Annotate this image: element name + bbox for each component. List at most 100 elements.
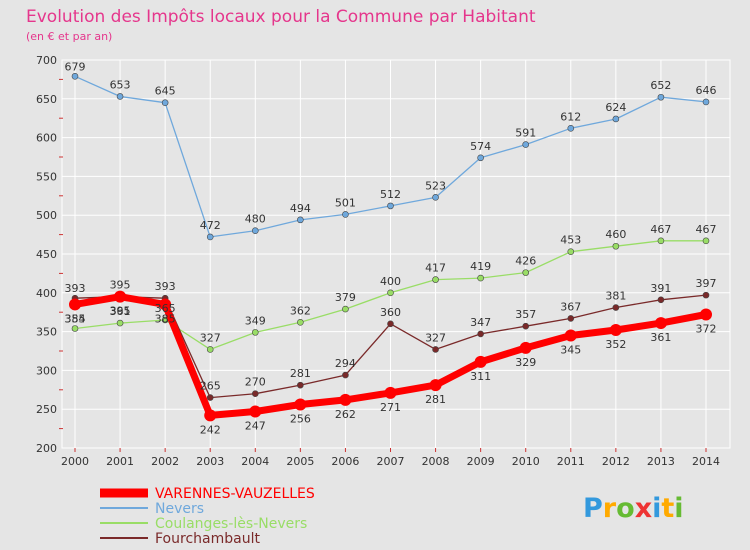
data-label: 652: [650, 79, 671, 92]
data-point: [159, 298, 172, 311]
data-point: [206, 346, 214, 353]
y-tick-label: 700: [36, 54, 57, 67]
data-label: 512: [380, 188, 401, 201]
data-point: [702, 98, 710, 106]
x-tick-label: 2005: [286, 455, 314, 468]
data-label: 646: [696, 84, 717, 97]
x-tick-label: 2011: [557, 455, 585, 468]
data-point: [700, 308, 712, 321]
data-point: [477, 154, 484, 162]
data-label: 271: [380, 401, 401, 414]
logo-letter: o: [616, 493, 635, 524]
data-label: 494: [290, 202, 311, 215]
chart-title: Evolution des Impôts locaux pour la Comm…: [26, 7, 536, 27]
y-tick-label: 600: [36, 132, 57, 145]
data-point: [477, 274, 484, 282]
data-point: [339, 393, 352, 406]
x-tick-label: 2006: [331, 455, 359, 468]
data-point: [477, 330, 484, 338]
data-point: [612, 242, 620, 250]
data-point: [564, 329, 577, 342]
data-label: 574: [470, 140, 491, 153]
data-label: 393: [155, 280, 176, 293]
grid: [62, 59, 730, 449]
data-point: [702, 291, 710, 299]
data-label: 624: [605, 101, 626, 114]
data-label: 460: [605, 228, 626, 241]
data-label: 395: [110, 305, 131, 318]
x-tick-label: 2014: [692, 455, 720, 468]
data-label: 472: [200, 219, 221, 232]
data-label: 393: [65, 282, 86, 295]
data-labels: 679 653 645 472 480 494 501 512 523 574 591 612 624 6…: [65, 60, 717, 436]
data-label: 381: [605, 290, 626, 303]
data-point: [342, 211, 349, 218]
x-tick-label: 2002: [151, 455, 179, 468]
data-label: 281: [425, 393, 446, 406]
y-tick-label: 450: [36, 248, 57, 261]
y-tick-label: 250: [36, 403, 57, 416]
data-label: 247: [245, 420, 266, 433]
data-label: 327: [200, 331, 221, 344]
data-label: 362: [290, 304, 311, 317]
legend-label: Fourchambault: [155, 531, 260, 547]
data-label: 262: [335, 408, 356, 421]
x-tick-label: 2010: [512, 455, 540, 468]
y-tick-label: 200: [36, 442, 57, 455]
data-label: 327: [425, 331, 446, 344]
data-label: 242: [200, 423, 221, 436]
data-point: [657, 93, 665, 101]
logo-letter: i: [652, 493, 661, 524]
data-label: 645: [155, 85, 176, 98]
data-label: 265: [200, 380, 221, 393]
data-label: 385: [65, 312, 86, 325]
data-point: [429, 379, 442, 392]
data-label: 294: [335, 357, 356, 370]
data-label: 349: [245, 314, 266, 327]
data-point: [204, 409, 217, 422]
data-label: 352: [605, 338, 626, 351]
data-point: [654, 317, 667, 330]
y-tick-label: 650: [36, 93, 57, 106]
data-label: 345: [560, 343, 581, 356]
data-point: [206, 394, 214, 401]
proxiti-logo: Proxiti: [583, 493, 684, 524]
logo-letter: r: [603, 493, 617, 524]
data-point: [387, 202, 394, 210]
data-point: [116, 93, 124, 100]
legend-label: Nevers: [155, 501, 204, 517]
logo-letter: x: [635, 493, 652, 524]
data-point: [251, 227, 259, 235]
data-label: 653: [110, 78, 131, 91]
data-label: 372: [696, 323, 717, 336]
logo-letter: t: [661, 493, 674, 524]
y-tick-label: 350: [36, 326, 57, 339]
data-point: [342, 371, 349, 379]
data-label: 365: [155, 302, 176, 315]
data-label: 467: [650, 223, 671, 236]
data-label: 311: [470, 370, 491, 383]
x-tick-label: 2012: [602, 455, 630, 468]
data-point: [522, 269, 530, 276]
logo-letter: i: [674, 493, 683, 524]
x-tick-label: 2004: [241, 455, 269, 468]
x-tick-label: 2000: [61, 455, 89, 468]
data-label: 360: [380, 306, 401, 319]
data-label: 256: [290, 413, 311, 426]
data-label: 329: [515, 356, 536, 369]
data-label: 347: [470, 316, 491, 329]
logo-text: Proxiti: [583, 493, 684, 524]
data-label: 397: [696, 277, 717, 290]
data-point: [71, 325, 79, 332]
data-label: 270: [245, 376, 266, 389]
data-label: 395: [110, 279, 131, 292]
data-point: [251, 390, 259, 397]
data-label: 501: [335, 196, 356, 209]
chart-subtitle: (en € et par an): [26, 30, 112, 43]
data-point: [71, 72, 79, 80]
legend-label: VARENNES-VAUZELLES: [155, 486, 315, 502]
data-point: [702, 237, 710, 245]
data-label: 281: [290, 367, 311, 380]
data-label: 385: [155, 312, 176, 325]
